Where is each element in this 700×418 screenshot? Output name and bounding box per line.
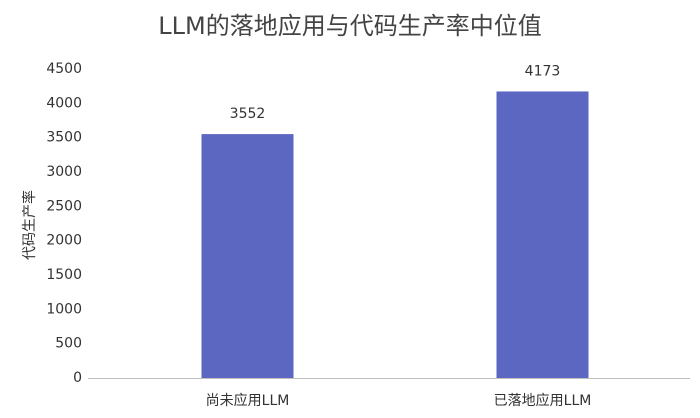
x-tick-label: 已落地应用LLM [494, 392, 592, 409]
y-tick-label: 1000 [46, 301, 82, 317]
y-tick-label: 4000 [46, 95, 82, 111]
y-tick-label: 3500 [46, 130, 82, 146]
y-tick-label: 2000 [46, 233, 82, 249]
y-tick-label: 2500 [46, 198, 82, 214]
bar [201, 134, 294, 378]
bar [496, 91, 589, 378]
y-tick-label: 3000 [46, 164, 82, 180]
y-tick-label: 500 [55, 336, 82, 352]
chart-title: LLM的落地应用与代码生产率中位值 [158, 12, 541, 40]
y-axis-label: 代码生产率 [21, 190, 38, 260]
data-label: 4173 [525, 63, 561, 79]
y-tick-label: 1500 [46, 267, 82, 283]
x-tick-label: 尚未应用LLM [206, 392, 290, 409]
y-tick-label: 4500 [46, 61, 82, 77]
y-tick-label: 0 [73, 370, 82, 386]
data-label: 3552 [230, 106, 266, 122]
